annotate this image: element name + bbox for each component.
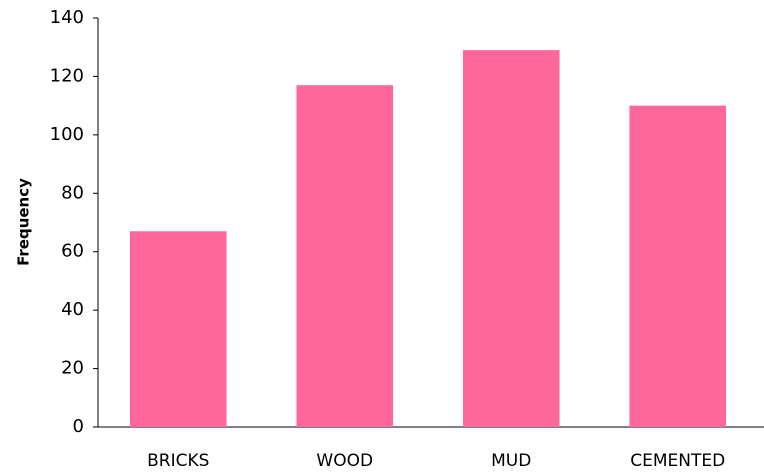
y-tick-label: 40: [61, 299, 84, 320]
y-tick-label: 140: [50, 7, 84, 28]
x-tick-label: MUD: [491, 451, 531, 469]
y-tick-label: 100: [50, 124, 84, 145]
bar: [296, 85, 394, 427]
y-tick-label: 0: [73, 416, 84, 437]
bar: [129, 231, 227, 427]
y-tick-label: 120: [50, 65, 84, 86]
y-tick-label: 80: [61, 182, 84, 203]
x-tick-label: CEMENTED: [630, 451, 725, 469]
x-tick-label: BRICKS: [147, 451, 209, 469]
bar: [629, 105, 727, 428]
y-axis-label: Frequency: [15, 178, 33, 266]
y-tick-label: 60: [61, 241, 84, 262]
x-tick-label: WOOD: [316, 451, 373, 469]
y-tick-label: 20: [61, 358, 84, 379]
bar: [462, 50, 560, 428]
